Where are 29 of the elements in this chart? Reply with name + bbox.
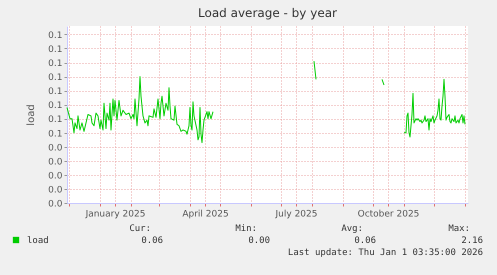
chart-title: Load average - by year xyxy=(198,6,338,20)
text: Last update: Thu Jan 1 03:35:00 2026 xyxy=(288,248,483,258)
y-tick-label: 0.0 xyxy=(48,185,63,196)
x-tick-label: July 2025 xyxy=(274,210,318,220)
text: Cur: xyxy=(129,224,151,234)
text: 2.16 xyxy=(461,236,483,246)
text: 0.06 xyxy=(354,236,376,246)
text: Max: xyxy=(448,224,470,234)
text: 0.06 xyxy=(141,236,163,246)
text: Min: xyxy=(235,224,257,234)
y-axis-title: load xyxy=(26,104,38,126)
y-tick-label: 0.1 xyxy=(48,44,62,55)
y-tick-label: 0.0 xyxy=(48,200,63,210)
legend-label: load xyxy=(27,236,49,246)
y-tick-label: 0.0 xyxy=(48,143,63,154)
text: Avg: xyxy=(341,224,363,234)
y-tick-label: 0.1 xyxy=(48,101,62,112)
text: 0.00 xyxy=(248,236,270,246)
x-tick-label: October 2025 xyxy=(358,210,420,220)
y-tick-label: 0.1 xyxy=(48,73,62,84)
x-tick-label: January 2025 xyxy=(84,210,146,220)
y-tick-label: 0.1 xyxy=(48,87,62,98)
y-tick-label: 0.1 xyxy=(48,115,62,126)
y-tick-label: 0.1 xyxy=(48,30,62,41)
y-tick-label: 0.0 xyxy=(48,157,63,168)
y-tick-label: 0.0 xyxy=(48,171,63,182)
y-tick-label: 0.1 xyxy=(48,129,62,140)
y-tick-label: 0.1 xyxy=(48,59,62,70)
x-tick-label: April 2025 xyxy=(182,210,229,220)
